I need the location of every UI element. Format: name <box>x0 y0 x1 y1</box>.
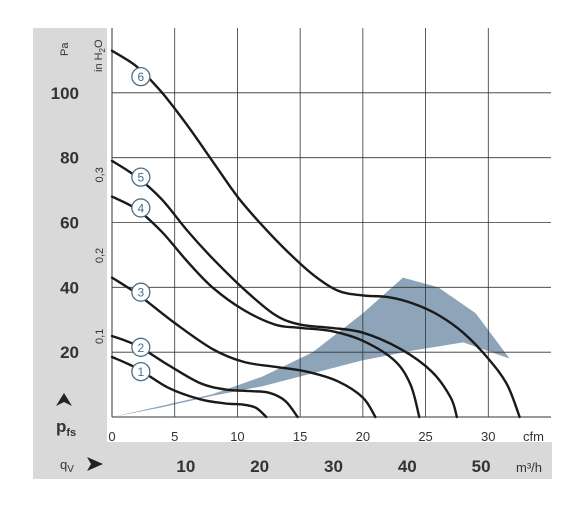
series-curve-3 <box>110 276 377 419</box>
y-tick-pa-80: 80 <box>60 149 79 168</box>
x-tick-m3h-50: 50 <box>472 457 491 476</box>
bottom-axis-panel <box>33 442 552 479</box>
curve-label-text-6: 6 <box>138 70 145 84</box>
x-tick-m3h-40: 40 <box>398 457 417 476</box>
y-tick-inh2o-1: 0,2 <box>94 248 106 263</box>
curve-label-5: 5 <box>131 167 151 187</box>
y-tick-pa-40: 40 <box>60 278 79 297</box>
x-axis-arrow-icon <box>87 457 103 471</box>
operating-region-layer <box>112 277 510 417</box>
y-ticks-inh2o: 0,1 0,2 0,3 <box>94 167 106 344</box>
curve-label-text-4: 4 <box>138 201 145 215</box>
y-axis-arrow-icon <box>56 393 72 406</box>
y-tick-inh2o-0: 0,1 <box>94 329 106 344</box>
curve-layer <box>110 49 521 419</box>
x-tick-cfm-15: 15 <box>293 429 307 444</box>
x-tick-m3h-10: 10 <box>176 457 195 476</box>
x-tick-cfm-30: 30 <box>481 429 495 444</box>
curve-label-6: 6 <box>131 66 151 87</box>
curve-label-circle-3 <box>131 282 151 302</box>
y-tick-pa-100: 100 <box>51 84 79 103</box>
y-tick-inh2o-2: 0,3 <box>94 167 106 182</box>
curve-label-layer: 1 2 3 4 5 6 <box>131 66 151 382</box>
x-tick-cfm-10: 10 <box>230 429 244 444</box>
y-tick-pa-20: 20 <box>60 343 79 362</box>
x-tick-cfm-20: 20 <box>356 429 370 444</box>
series-curve-5 <box>110 159 459 419</box>
curve-label-text-1: 1 <box>138 365 145 379</box>
x-tick-m3h-20: 20 <box>250 457 269 476</box>
x-unit-cfm: cfm <box>523 429 544 444</box>
curve-label-circle-2 <box>131 337 151 357</box>
y-ticks-pa: 20 40 60 80 100 <box>51 84 79 362</box>
y-unit-inh2o: in H2O <box>93 39 107 72</box>
x-ticks-m3h: 10 20 30 40 50 <box>176 457 490 476</box>
curve-label-circle-4 <box>131 198 151 218</box>
x-tick-cfm-25: 25 <box>418 429 432 444</box>
curve-label-circle-5 <box>131 167 151 187</box>
y-tick-pa-60: 60 <box>60 214 79 233</box>
x-unit-m3h: m³/h <box>516 460 542 475</box>
curve-label-circle-6 <box>131 66 151 87</box>
series-curve-6 <box>110 49 521 419</box>
curve-label-text-5: 5 <box>138 171 145 185</box>
y-unit-pa: Pa <box>59 42 71 56</box>
grid-layer <box>111 28 551 418</box>
curve-label-circle-1 <box>131 361 151 382</box>
x-tick-cfm-0: 0 <box>108 429 115 444</box>
series-curve-4 <box>110 195 421 419</box>
curve-label-3: 3 <box>131 282 151 302</box>
curve-label-1: 1 <box>131 361 151 382</box>
x-tick-cfm-5: 5 <box>171 429 178 444</box>
x-tick-m3h-30: 30 <box>324 457 343 476</box>
curve-label-text-2: 2 <box>138 341 145 355</box>
curve-label-4: 4 <box>131 198 151 218</box>
left-axis-panel <box>33 28 107 442</box>
x-ticks-cfm: 0 5 10 15 20 25 30 <box>108 429 495 444</box>
curve-label-text-3: 3 <box>138 286 145 300</box>
curve-label-2: 2 <box>131 337 151 357</box>
operating-region <box>112 277 510 417</box>
